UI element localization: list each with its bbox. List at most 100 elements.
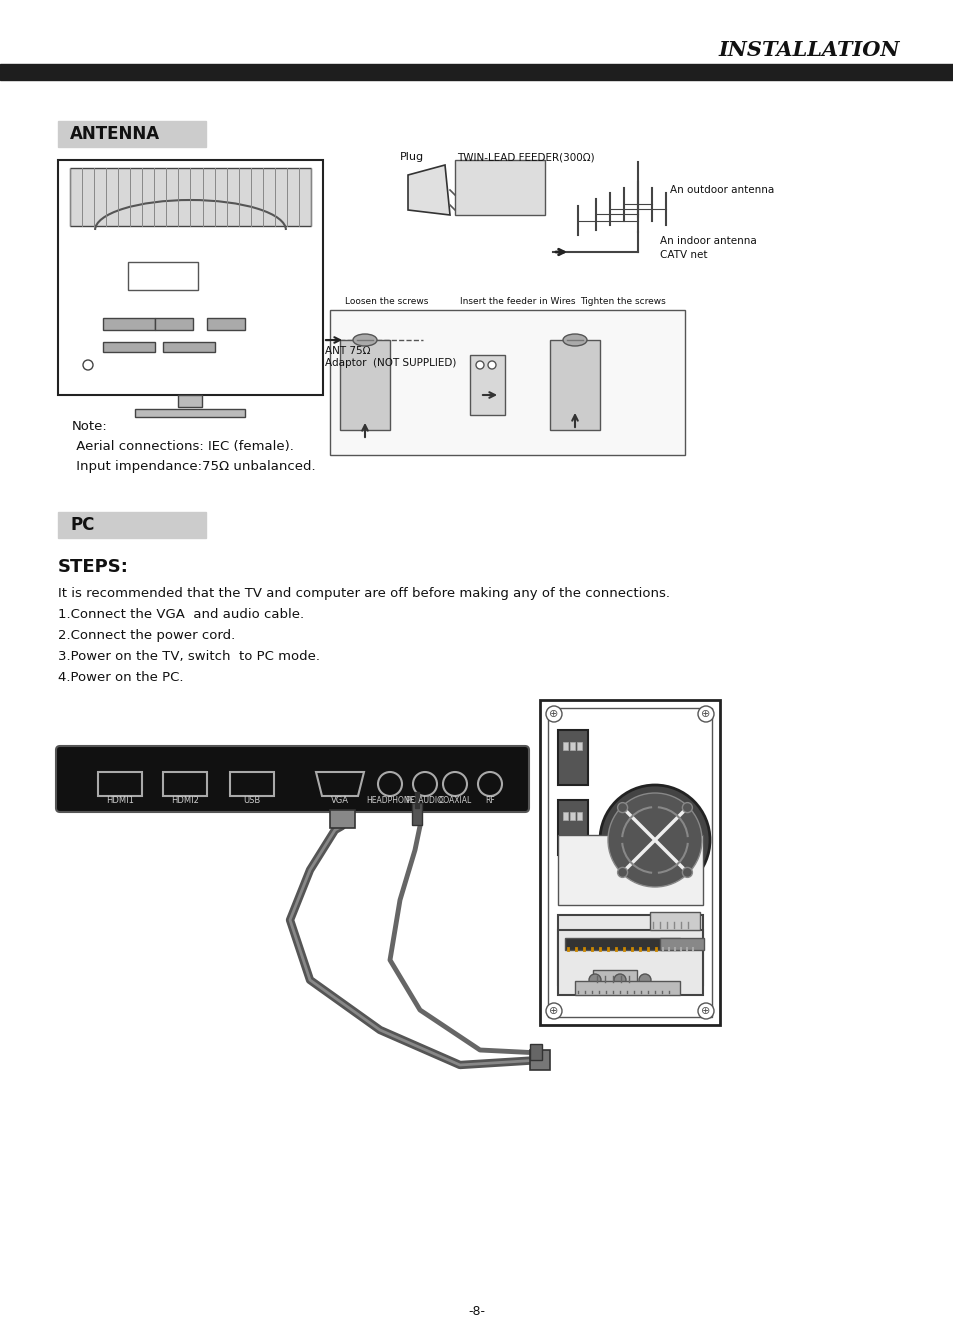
Circle shape bbox=[442, 772, 467, 796]
Bar bbox=[562, 743, 567, 751]
Bar bbox=[412, 803, 421, 826]
Circle shape bbox=[488, 361, 496, 369]
Bar bbox=[577, 743, 581, 751]
Text: ANT 75Ω: ANT 75Ω bbox=[325, 347, 370, 356]
Text: PC: PC bbox=[70, 516, 94, 534]
Bar bbox=[58, 512, 206, 538]
Bar bbox=[659, 938, 703, 950]
Text: ANTENNA: ANTENNA bbox=[70, 124, 160, 143]
Text: HDMI1: HDMI1 bbox=[106, 796, 133, 805]
Bar bbox=[103, 318, 154, 330]
Text: 1.Connect the VGA  and audio cable.: 1.Connect the VGA and audio cable. bbox=[58, 607, 304, 621]
Circle shape bbox=[476, 361, 483, 369]
Bar bbox=[550, 340, 599, 429]
Circle shape bbox=[681, 803, 692, 812]
Circle shape bbox=[545, 1004, 561, 1020]
Text: An outdoor antenna: An outdoor antenna bbox=[669, 185, 774, 195]
Bar bbox=[539, 700, 720, 1025]
Bar bbox=[558, 930, 702, 995]
Bar bbox=[163, 772, 207, 796]
Polygon shape bbox=[408, 165, 450, 215]
Text: Note:
 Aerial connections: IEC (female).
 Input impendance:75Ω unbalanced.: Note: Aerial connections: IEC (female). … bbox=[71, 420, 315, 474]
Text: Adaptor  (NOT SUPPLIED): Adaptor (NOT SUPPLIED) bbox=[325, 359, 456, 368]
Bar bbox=[547, 708, 711, 1017]
Bar bbox=[330, 310, 684, 455]
Text: It is recommended that the TV and computer are off before making any of the conn: It is recommended that the TV and comput… bbox=[58, 587, 669, 599]
Text: Plug: Plug bbox=[399, 153, 424, 162]
Text: Tighten the screws: Tighten the screws bbox=[579, 297, 665, 306]
Bar bbox=[577, 812, 581, 820]
Bar bbox=[163, 343, 214, 352]
Bar bbox=[558, 731, 587, 785]
Bar bbox=[575, 981, 679, 995]
Circle shape bbox=[681, 867, 692, 878]
Bar bbox=[569, 812, 575, 820]
Bar bbox=[207, 318, 245, 330]
Text: ⊕: ⊕ bbox=[700, 709, 710, 719]
Text: PC AUDIO: PC AUDIO bbox=[406, 796, 443, 805]
Circle shape bbox=[698, 1004, 713, 1020]
Bar bbox=[455, 161, 544, 215]
Text: 2.Connect the power cord.: 2.Connect the power cord. bbox=[58, 629, 235, 642]
Text: RF: RF bbox=[485, 796, 495, 805]
Polygon shape bbox=[315, 772, 364, 796]
Text: USB: USB bbox=[243, 796, 260, 805]
Circle shape bbox=[614, 974, 625, 986]
Bar bbox=[58, 120, 206, 147]
Bar bbox=[593, 970, 637, 983]
Bar bbox=[470, 355, 504, 415]
Bar bbox=[558, 800, 587, 855]
Bar bbox=[154, 318, 193, 330]
Bar bbox=[558, 915, 702, 985]
FancyBboxPatch shape bbox=[56, 747, 529, 812]
Text: Loosen the screws: Loosen the screws bbox=[345, 297, 428, 306]
Text: HEADPHONE: HEADPHONE bbox=[365, 796, 414, 805]
Bar bbox=[103, 343, 154, 352]
Circle shape bbox=[545, 706, 561, 723]
Bar bbox=[530, 1044, 541, 1060]
Circle shape bbox=[698, 706, 713, 723]
Text: -8-: -8- bbox=[468, 1305, 485, 1318]
Ellipse shape bbox=[562, 334, 586, 347]
Bar bbox=[530, 1050, 550, 1070]
Bar bbox=[230, 772, 274, 796]
Bar bbox=[178, 395, 202, 407]
Circle shape bbox=[599, 785, 709, 895]
Bar bbox=[70, 169, 311, 226]
Text: ⊕: ⊕ bbox=[700, 1006, 710, 1016]
Text: An indoor antenna
CATV net: An indoor antenna CATV net bbox=[659, 235, 756, 260]
Bar bbox=[415, 792, 418, 808]
Circle shape bbox=[588, 974, 600, 986]
Text: ⊕: ⊕ bbox=[549, 1006, 558, 1016]
Text: STEPS:: STEPS: bbox=[58, 558, 129, 575]
Bar bbox=[0, 64, 953, 80]
Bar bbox=[558, 835, 702, 904]
Circle shape bbox=[413, 772, 436, 796]
Bar bbox=[569, 743, 575, 751]
Bar bbox=[562, 812, 567, 820]
Bar bbox=[330, 809, 355, 828]
Text: VGA: VGA bbox=[331, 796, 349, 805]
Circle shape bbox=[83, 360, 92, 371]
Bar bbox=[128, 262, 198, 290]
Text: Insert the feeder in Wires: Insert the feeder in Wires bbox=[459, 297, 575, 306]
Circle shape bbox=[477, 772, 501, 796]
Circle shape bbox=[607, 793, 701, 887]
Circle shape bbox=[639, 974, 650, 986]
Text: ⊕: ⊕ bbox=[549, 709, 558, 719]
Bar bbox=[564, 938, 679, 950]
Ellipse shape bbox=[353, 334, 376, 347]
Bar bbox=[339, 340, 390, 429]
Text: 3.Power on the TV, switch  to PC mode.: 3.Power on the TV, switch to PC mode. bbox=[58, 650, 319, 664]
Text: COAXIAL: COAXIAL bbox=[438, 796, 471, 805]
Bar bbox=[58, 161, 323, 395]
Text: INSTALLATION: INSTALLATION bbox=[718, 40, 899, 60]
Bar bbox=[98, 772, 142, 796]
Bar bbox=[649, 913, 700, 930]
Text: HDMI2: HDMI2 bbox=[171, 796, 199, 805]
Bar bbox=[135, 409, 245, 417]
Text: TWIN-LEAD FEEDER(300Ω): TWIN-LEAD FEEDER(300Ω) bbox=[456, 153, 594, 162]
Text: 4.Power on the PC.: 4.Power on the PC. bbox=[58, 670, 183, 684]
Circle shape bbox=[617, 803, 627, 812]
Circle shape bbox=[377, 772, 401, 796]
